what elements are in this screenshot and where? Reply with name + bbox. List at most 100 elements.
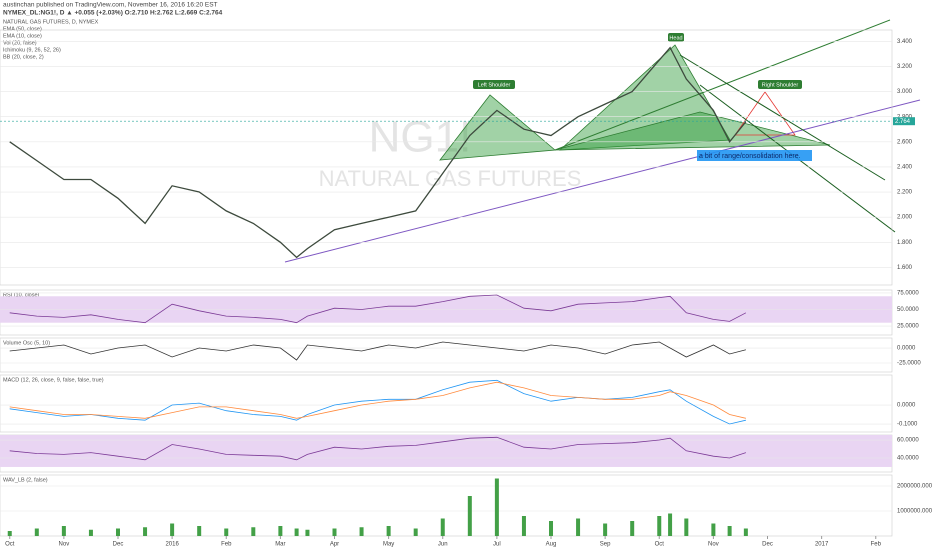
annotation: Left Shoulder bbox=[478, 82, 511, 88]
legend-entry: Ichimoku (9, 26, 52, 26) bbox=[3, 47, 61, 53]
bar bbox=[359, 527, 364, 536]
bar bbox=[576, 518, 581, 536]
bar bbox=[278, 526, 283, 536]
x-tick-label: Jun bbox=[438, 542, 448, 548]
bar bbox=[197, 526, 202, 536]
drawings bbox=[284, 19, 921, 263]
series-line bbox=[9, 381, 746, 419]
bar bbox=[440, 518, 445, 536]
panel-border bbox=[0, 474, 893, 537]
legend-entry: EMA (10, close) bbox=[3, 33, 42, 39]
x-tick-label: Oct bbox=[5, 542, 15, 548]
x-tick-label: May bbox=[383, 542, 394, 548]
bar bbox=[251, 527, 256, 536]
panel-title: WAV_LB (2, false) bbox=[3, 477, 48, 483]
bar bbox=[603, 523, 608, 536]
bar bbox=[727, 526, 732, 536]
legend-entry: BB (20, close, 2) bbox=[3, 54, 44, 60]
panel-title: MACD (12, 26, close, 9, false, false, tr… bbox=[3, 377, 104, 383]
bar bbox=[743, 528, 748, 536]
annotation: Right Shoulder bbox=[762, 82, 799, 88]
watermark-name: NATURAL GAS FUTURES bbox=[319, 166, 582, 191]
bar bbox=[34, 528, 39, 536]
arrow-line bbox=[679, 54, 886, 181]
main-title: NATURAL GAS FUTURES, D, NYMEX bbox=[3, 19, 99, 25]
panel-border bbox=[0, 374, 893, 433]
x-tick-label: Dec bbox=[113, 542, 124, 548]
bar bbox=[668, 513, 673, 536]
x-tick-label: Nov bbox=[59, 542, 70, 548]
bar bbox=[224, 528, 229, 536]
y-tick-label: 2.200 bbox=[897, 190, 913, 196]
bar bbox=[494, 478, 499, 536]
right-shoulder-path bbox=[734, 91, 796, 136]
series-line bbox=[9, 341, 746, 361]
x-tick-label: Sep bbox=[600, 542, 611, 548]
annotation-box bbox=[758, 80, 802, 89]
annotation: a bit of range/consolidation here. bbox=[699, 153, 801, 160]
y-tick-label: 25.0000 bbox=[897, 324, 919, 330]
x-tick-label: Mar bbox=[275, 542, 285, 548]
y-tick-label: 2000000.0000 bbox=[897, 484, 932, 490]
series-line bbox=[9, 294, 747, 324]
panel-title: Volume Osc (5, 10) bbox=[3, 340, 50, 346]
y-tick-label: 0.0000 bbox=[897, 346, 916, 352]
bar bbox=[294, 528, 299, 536]
y-tick-label: 2.000 bbox=[897, 215, 913, 221]
bar bbox=[467, 496, 472, 536]
y-tick-label: 3.000 bbox=[897, 89, 913, 95]
left-shoulder-shape bbox=[439, 94, 556, 161]
bar bbox=[630, 521, 635, 536]
bar bbox=[521, 516, 526, 536]
bar bbox=[170, 523, 175, 536]
x-tick-label: Jul bbox=[493, 542, 501, 548]
y-tick-label: 0.0000 bbox=[897, 403, 916, 409]
bar bbox=[657, 516, 662, 536]
x-tick-label: Nov bbox=[708, 542, 719, 548]
bar bbox=[386, 526, 391, 536]
y-tick-label: 60.0000 bbox=[897, 438, 919, 444]
series-line bbox=[9, 436, 747, 461]
y-tick-label: 3.400 bbox=[897, 39, 913, 45]
x-tick-label: 2017 bbox=[815, 542, 829, 548]
x-tick-label: 2016 bbox=[165, 542, 179, 548]
bar bbox=[711, 523, 716, 536]
x-tick-label: Feb bbox=[221, 542, 232, 548]
trend-line bbox=[284, 99, 921, 263]
legend-entry: EMA (50, close) bbox=[3, 26, 42, 32]
panel-border bbox=[0, 337, 893, 373]
bar bbox=[549, 521, 554, 536]
last-price-box bbox=[893, 117, 915, 126]
legend-entry: Vol (20, false) bbox=[3, 40, 37, 46]
x-tick-label: Dec bbox=[762, 542, 773, 548]
panel-border bbox=[0, 29, 893, 286]
annotation: Head bbox=[669, 35, 682, 41]
annotation-box bbox=[473, 80, 515, 89]
y-tick-label: -0.1000 bbox=[897, 422, 918, 428]
y-tick-label: 1.800 bbox=[897, 240, 913, 246]
byline: austinchan published on TradingView.com,… bbox=[3, 2, 218, 9]
series-line bbox=[9, 379, 746, 425]
bar bbox=[88, 529, 93, 536]
x-tick-label: Aug bbox=[546, 542, 557, 548]
bar bbox=[7, 531, 12, 536]
bar bbox=[413, 528, 418, 536]
y-tick-label: 50.0000 bbox=[897, 307, 919, 313]
bar bbox=[61, 526, 66, 536]
last-price-label: 2.764 bbox=[895, 119, 911, 125]
x-tick-label: Oct bbox=[655, 542, 665, 548]
panel-title: RSI (10, close) bbox=[3, 292, 40, 298]
watermark-symbol: NG1! bbox=[369, 113, 472, 162]
annotation-box bbox=[668, 33, 684, 42]
bar bbox=[143, 527, 148, 536]
annotation-box bbox=[697, 150, 812, 161]
bar bbox=[332, 528, 337, 536]
y-tick-label: 3.200 bbox=[897, 64, 913, 70]
y-tick-label: 75.0000 bbox=[897, 291, 919, 297]
series-line bbox=[9, 46, 747, 259]
y-tick-label: 2.400 bbox=[897, 164, 913, 170]
bar bbox=[115, 528, 120, 536]
bar bbox=[684, 518, 689, 536]
trend-line bbox=[554, 19, 891, 151]
